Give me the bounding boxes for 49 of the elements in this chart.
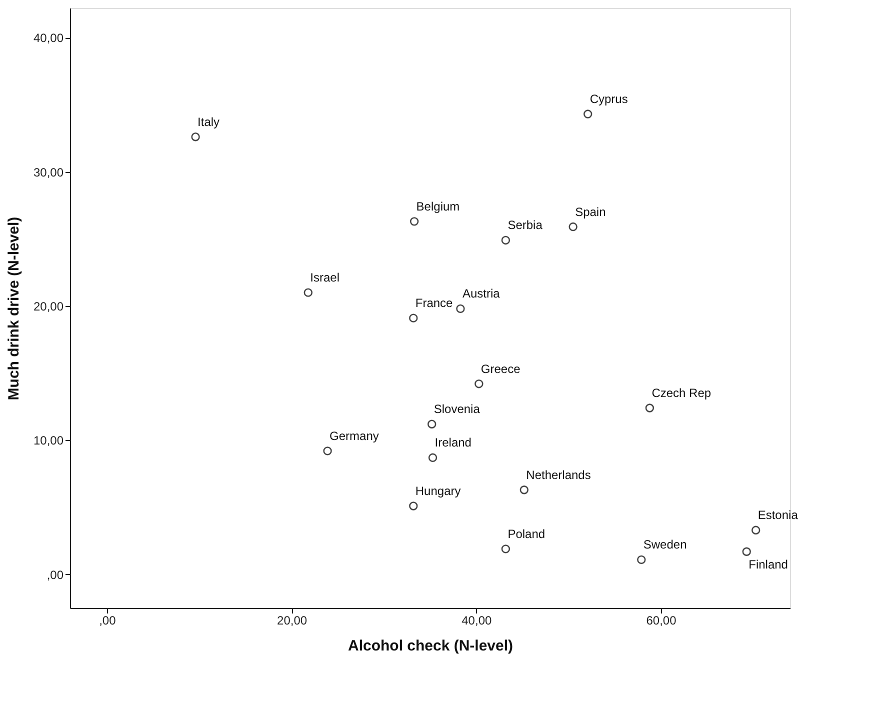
data-label: France [415,296,454,310]
data-label: Greece [480,362,521,376]
data-label: Italy [198,114,220,129]
point [410,217,419,226]
y-tick-label: 20,00 [33,299,64,314]
point [474,379,484,388]
x-tick-label: ,00 [99,614,116,628]
data-label: Spain [575,204,606,219]
point [501,544,510,554]
data-label: Netherlands [526,468,591,482]
y-tick-label: 10,00 [33,434,64,448]
data-label: Finland [748,558,788,572]
data-label: Czech Rep [652,386,712,400]
point [501,236,510,245]
data-label: Serbia [508,218,543,232]
point [409,314,418,322]
point [323,446,332,456]
point [520,486,529,494]
data-label: Austria [462,286,500,301]
data-label: Germany [330,428,379,443]
point [427,420,436,428]
y-tick-label: 40,00 [33,31,64,46]
data-label: Israel [310,270,340,285]
point [645,404,654,412]
point [751,526,760,534]
data-label: Ireland [434,436,472,450]
x-axis-title: Alcohol check (N-level) [348,638,514,654]
point [456,304,465,314]
data-label: Estonia [758,508,798,522]
y-axis-title: Much drink drive (N-level) [5,216,22,400]
point [304,288,313,297]
x-tick-label: 20,00 [277,614,308,628]
data-label: Slovenia [434,402,480,416]
data-label: Belgium [416,199,460,214]
point [742,547,751,556]
x-tick-label: 40,00 [462,614,492,628]
y-tick-label: 30,00 [33,165,64,180]
data-label: Cyprus [590,92,628,106]
data-label: Sweden [643,538,687,552]
point [409,502,418,510]
x-tick-label: 60,00 [646,614,677,628]
point [583,110,592,118]
point [637,555,646,564]
point [191,132,200,142]
y-tick-label: ,00 [46,568,64,582]
data-label: Poland [508,526,546,541]
data-label: Hungary [415,484,461,498]
point [428,453,438,462]
point [568,222,578,232]
